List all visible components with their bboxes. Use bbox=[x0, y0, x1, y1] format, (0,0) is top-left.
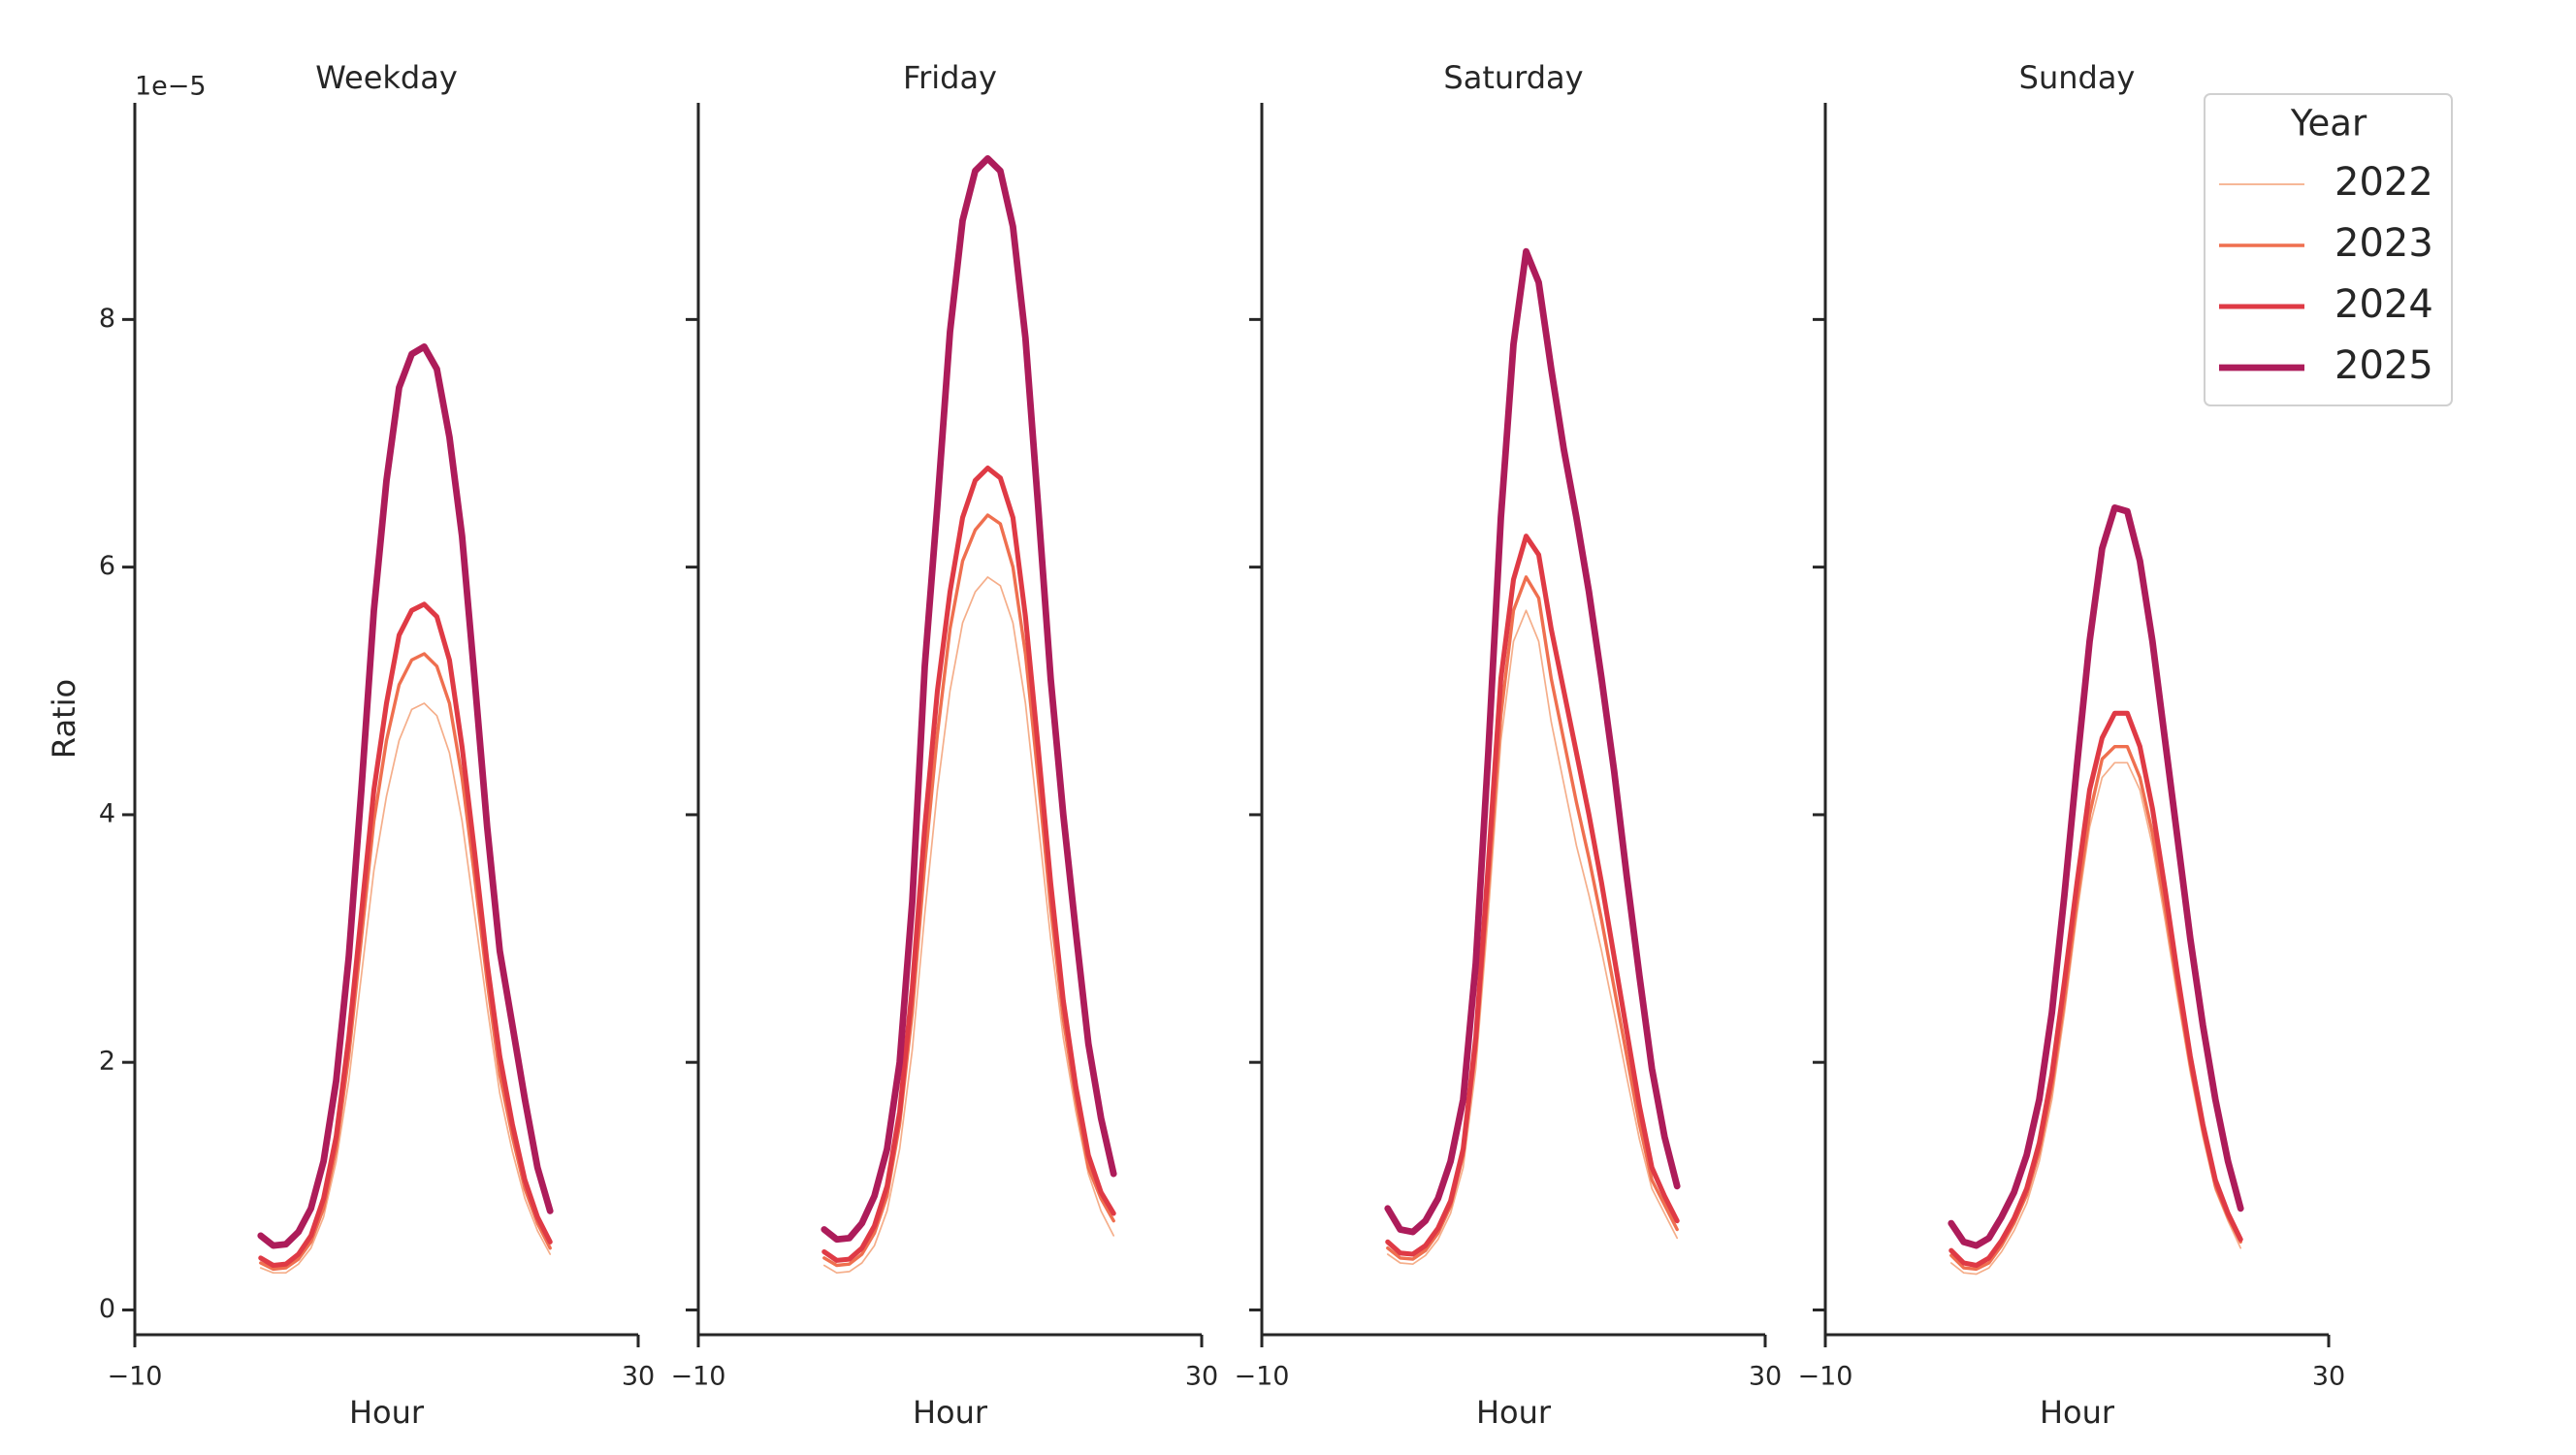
line-series bbox=[821, 465, 1116, 1263]
y-tick-label: 2 bbox=[99, 1047, 115, 1077]
line-series bbox=[1386, 609, 1679, 1266]
x-axis-label: Hour bbox=[1476, 1394, 1552, 1431]
panel-title: Saturday bbox=[1443, 59, 1583, 96]
legend-box bbox=[2204, 93, 2453, 406]
line-series bbox=[822, 576, 1115, 1275]
panel-title: Weekday bbox=[315, 59, 458, 96]
line-series bbox=[1386, 575, 1679, 1261]
panel-title: Friday bbox=[903, 59, 997, 96]
line-series bbox=[821, 155, 1117, 1244]
x-axis-label: Hour bbox=[349, 1394, 425, 1431]
line-series bbox=[1949, 761, 2242, 1276]
legend-title: Year bbox=[2290, 103, 2367, 145]
line-series bbox=[259, 702, 552, 1275]
x-tick-label: 30 bbox=[1185, 1362, 1218, 1392]
x-tick-label: 30 bbox=[622, 1362, 655, 1392]
y-tick-label: 0 bbox=[99, 1294, 115, 1324]
x-tick-label: −10 bbox=[671, 1362, 726, 1392]
panel-title: Sunday bbox=[2019, 59, 2136, 96]
offset-label: 1e−5 bbox=[135, 72, 207, 102]
y-tick-label: 8 bbox=[99, 304, 115, 334]
line-series bbox=[1948, 710, 2243, 1269]
x-tick-label: 30 bbox=[2312, 1362, 2345, 1392]
x-tick-label: −10 bbox=[1798, 1362, 1853, 1392]
x-axis-label: Hour bbox=[2040, 1394, 2115, 1431]
line-series bbox=[1385, 534, 1680, 1257]
line-series bbox=[1948, 504, 2244, 1249]
line-series bbox=[1384, 247, 1681, 1236]
legend-label: 2022 bbox=[2334, 160, 2433, 205]
legend-label: 2023 bbox=[2334, 221, 2433, 266]
line-series bbox=[258, 601, 553, 1269]
line-series bbox=[259, 652, 552, 1272]
legend-label: 2025 bbox=[2334, 343, 2433, 388]
y-axis-label: Ratio bbox=[46, 679, 82, 759]
line-series bbox=[257, 343, 554, 1249]
x-tick-label: −10 bbox=[108, 1362, 163, 1392]
line-series bbox=[822, 513, 1115, 1268]
y-tick-label: 4 bbox=[99, 798, 115, 828]
y-tick-label: 6 bbox=[99, 551, 115, 581]
x-axis-label: Hour bbox=[913, 1394, 988, 1431]
x-tick-label: −10 bbox=[1235, 1362, 1290, 1392]
legend-label: 2024 bbox=[2334, 282, 2433, 327]
x-tick-label: 30 bbox=[1749, 1362, 1782, 1392]
